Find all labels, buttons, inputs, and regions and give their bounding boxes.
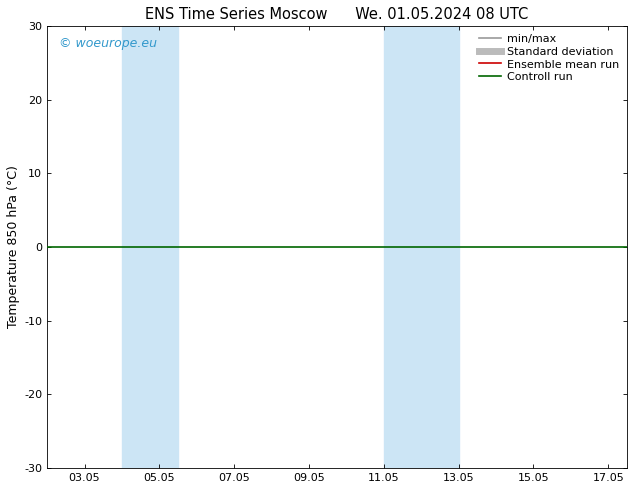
Legend: min/max, Standard deviation, Ensemble mean run, Controll run: min/max, Standard deviation, Ensemble me… [477, 31, 621, 85]
Y-axis label: Temperature 850 hPa (°C): Temperature 850 hPa (°C) [7, 166, 20, 328]
Title: ENS Time Series Moscow      We. 01.05.2024 08 UTC: ENS Time Series Moscow We. 01.05.2024 08… [145, 7, 529, 22]
Bar [384, 26, 458, 468]
Bar [122, 26, 178, 468]
Text: © woeurope.eu: © woeurope.eu [59, 37, 157, 50]
